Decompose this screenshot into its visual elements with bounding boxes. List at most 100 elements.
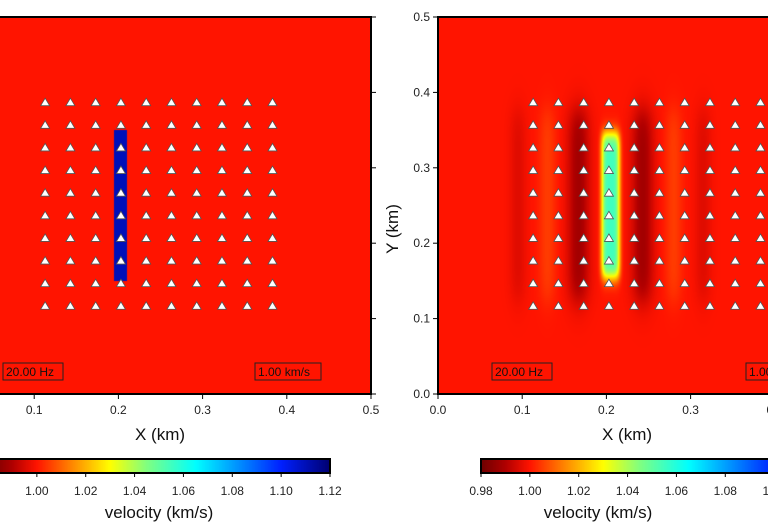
station-triangle-marker: [65, 97, 76, 107]
colorbar-frame: [0, 458, 331, 474]
station-triangle-marker: [603, 233, 615, 242]
colorbar-tick-label: 1.04: [616, 484, 640, 498]
station-triangle-marker: [654, 255, 665, 265]
station-triangle-marker: [267, 278, 278, 288]
station-triangle-marker: [578, 97, 589, 107]
station-triangle-marker: [166, 165, 177, 174]
station-triangle-marker: [267, 233, 278, 242]
station-triangle-marker: [654, 120, 665, 129]
station-triangle-marker: [140, 97, 152, 107]
frequency-label: 20.00 Hz: [495, 365, 543, 379]
station-triangle-marker: [166, 97, 177, 107]
station-triangle-marker: [242, 187, 253, 197]
station-triangle-marker: [628, 120, 640, 129]
station-triangle-marker: [553, 278, 564, 288]
station-triangle-marker: [65, 233, 76, 242]
station-triangle-marker: [679, 165, 690, 174]
x-tick-label: 0.2: [598, 403, 615, 417]
station-triangle-marker: [242, 278, 253, 288]
station-triangle-marker: [90, 142, 101, 152]
station-triangle-marker: [603, 278, 615, 288]
station-triangle-marker: [216, 97, 228, 107]
station-triangle-marker: [90, 278, 101, 288]
station-triangle-marker: [679, 278, 690, 288]
frequency-label-box: [2, 362, 64, 381]
y-tick-label: 0.5: [413, 10, 430, 24]
colorbar-tick-label: 1.12: [318, 484, 342, 498]
station-triangle-marker: [267, 210, 278, 220]
station-triangle-marker: [704, 165, 716, 174]
station-triangle-marker: [90, 255, 101, 265]
station-triangle-marker: [115, 233, 127, 242]
station-triangle-marker: [553, 165, 564, 174]
station-triangle-marker: [115, 97, 127, 107]
station-triangle-marker: [166, 210, 177, 220]
station-triangle-marker: [755, 255, 766, 265]
station-triangle-marker: [679, 142, 690, 152]
station-triangle-marker: [704, 255, 716, 265]
station-triangle-marker: [578, 210, 589, 220]
station-triangle-marker: [216, 210, 228, 220]
station-triangle-marker: [654, 97, 665, 107]
colorbar-tick-label: 1.00: [25, 484, 49, 498]
station-triangle-marker: [267, 142, 278, 152]
station-triangle-marker: [65, 187, 76, 197]
station-triangle-marker: [578, 142, 589, 152]
station-triangle-marker: [603, 187, 615, 197]
station-triangle-marker: [216, 187, 228, 197]
station-triangle-marker: [115, 187, 127, 197]
station-triangle-marker: [242, 210, 253, 220]
station-triangle-marker: [553, 97, 564, 107]
colorbar-tick-label: 1.04: [123, 484, 147, 498]
station-triangle-marker: [755, 142, 766, 152]
station-triangle-marker: [191, 142, 202, 152]
station-triangle-marker: [704, 210, 716, 220]
station-triangle-marker: [216, 301, 228, 310]
station-triangle-marker: [39, 187, 51, 197]
station-triangle-marker: [578, 187, 589, 197]
colorbar-tick-label: 1.06: [665, 484, 689, 498]
station-triangle-marker: [603, 120, 615, 129]
heatmap-true-model: [0, 17, 371, 394]
station-triangle-marker: [39, 255, 51, 265]
station-triangle-marker: [191, 301, 202, 310]
station-triangle-marker: [267, 97, 278, 107]
station-triangle-marker: [603, 142, 615, 152]
station-triangle-marker: [603, 301, 615, 310]
station-triangle-marker: [216, 278, 228, 288]
station-triangle-marker: [527, 301, 539, 310]
station-triangle-marker: [603, 255, 615, 265]
station-triangle-marker: [115, 120, 127, 129]
station-triangle-marker: [553, 187, 564, 197]
station-triangle-marker: [216, 255, 228, 265]
station-triangle-marker: [216, 165, 228, 174]
station-triangle-marker: [679, 97, 690, 107]
station-triangle-marker: [115, 142, 127, 152]
x-tick-label: 0.4: [278, 403, 295, 417]
colorbar-tick-label: 1.02: [74, 484, 98, 498]
y-tick-label: 0.1: [413, 312, 430, 326]
station-triangle-marker: [166, 301, 177, 310]
station-triangle-marker: [628, 97, 640, 107]
station-triangle-marker: [90, 233, 101, 242]
station-triangle-marker: [527, 97, 539, 107]
station-triangle-marker: [90, 165, 101, 174]
station-triangle-marker: [553, 301, 564, 310]
x-tick-label: 0.1: [514, 403, 531, 417]
station-triangle-marker: [242, 165, 253, 174]
station-triangle-marker: [553, 142, 564, 152]
station-triangle-marker: [267, 165, 278, 174]
station-triangle-marker: [166, 255, 177, 265]
y-tick-label: 0.3: [413, 161, 430, 175]
station-triangle-marker: [704, 187, 716, 197]
station-triangle-marker: [267, 301, 278, 310]
station-triangle-marker: [679, 301, 690, 310]
station-triangle-marker: [216, 233, 228, 242]
reference-velocity-label: 1.00 km/s: [749, 365, 768, 379]
station-triangle-marker: [527, 120, 539, 129]
station-triangle-marker: [115, 255, 127, 265]
station-triangle-marker: [90, 97, 101, 107]
station-triangle-marker: [578, 233, 589, 242]
station-triangle-marker: [704, 142, 716, 152]
station-triangle-marker: [730, 255, 741, 265]
